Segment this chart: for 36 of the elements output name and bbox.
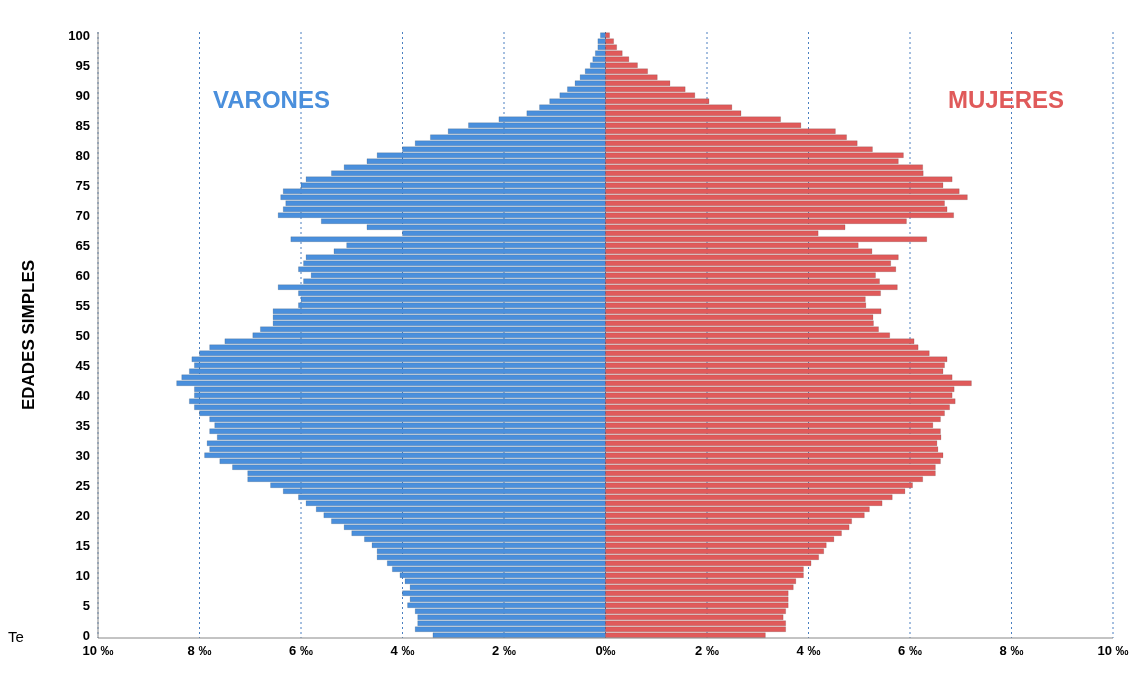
y-tick-label: 55: [75, 297, 90, 313]
y-tick-label: 65: [75, 237, 90, 253]
text: Te: [8, 628, 24, 645]
y-tick-label: 100: [68, 27, 90, 43]
y-tick-label: 40: [75, 387, 90, 403]
y-tick-label: 85: [75, 117, 90, 133]
x-tick-label: 6 ‰: [898, 643, 922, 659]
x-tick-label: 4 ‰: [390, 643, 415, 659]
y-axis-title: EDADES SIMPLES: [19, 259, 39, 411]
x-tick-label: 10 ‰: [1097, 643, 1129, 659]
x-tick-label: 6 ‰: [289, 643, 313, 659]
y-tick-label: 30: [75, 447, 90, 463]
x-tick-label: 8 ‰: [999, 643, 1024, 659]
x-tick-label: 4 ‰: [796, 643, 821, 659]
y-tick-label: 0: [82, 627, 90, 643]
y-tick-label: 5: [82, 597, 90, 613]
text: MUJERES: [948, 86, 1065, 114]
y-tick-label: 95: [75, 57, 90, 73]
x-tick-label: 8 ‰: [187, 643, 212, 659]
y-tick-label: 15: [75, 537, 90, 553]
text: VARONES: [213, 86, 330, 114]
x-tick-label: 0‰: [595, 643, 616, 659]
y-tick-label: 10: [75, 567, 90, 583]
y-tick-label: 70: [75, 207, 90, 223]
y-tick-label: 35: [75, 417, 90, 433]
y-tick-label: 50: [75, 327, 90, 343]
x-tick-label: 10 ‰: [82, 643, 114, 659]
y-tick-label: 20: [75, 507, 90, 523]
y-tick-label: 90: [75, 87, 90, 103]
y-tick-label: 60: [75, 267, 90, 283]
y-tick-label: 80: [75, 147, 90, 163]
y-tick-label: 45: [75, 357, 90, 373]
y-tick-label: 75: [75, 177, 90, 193]
y-tick-label: 25: [75, 477, 90, 493]
x-tick-label: 2 ‰: [695, 643, 719, 659]
x-tick-label: 2 ‰: [492, 643, 516, 659]
